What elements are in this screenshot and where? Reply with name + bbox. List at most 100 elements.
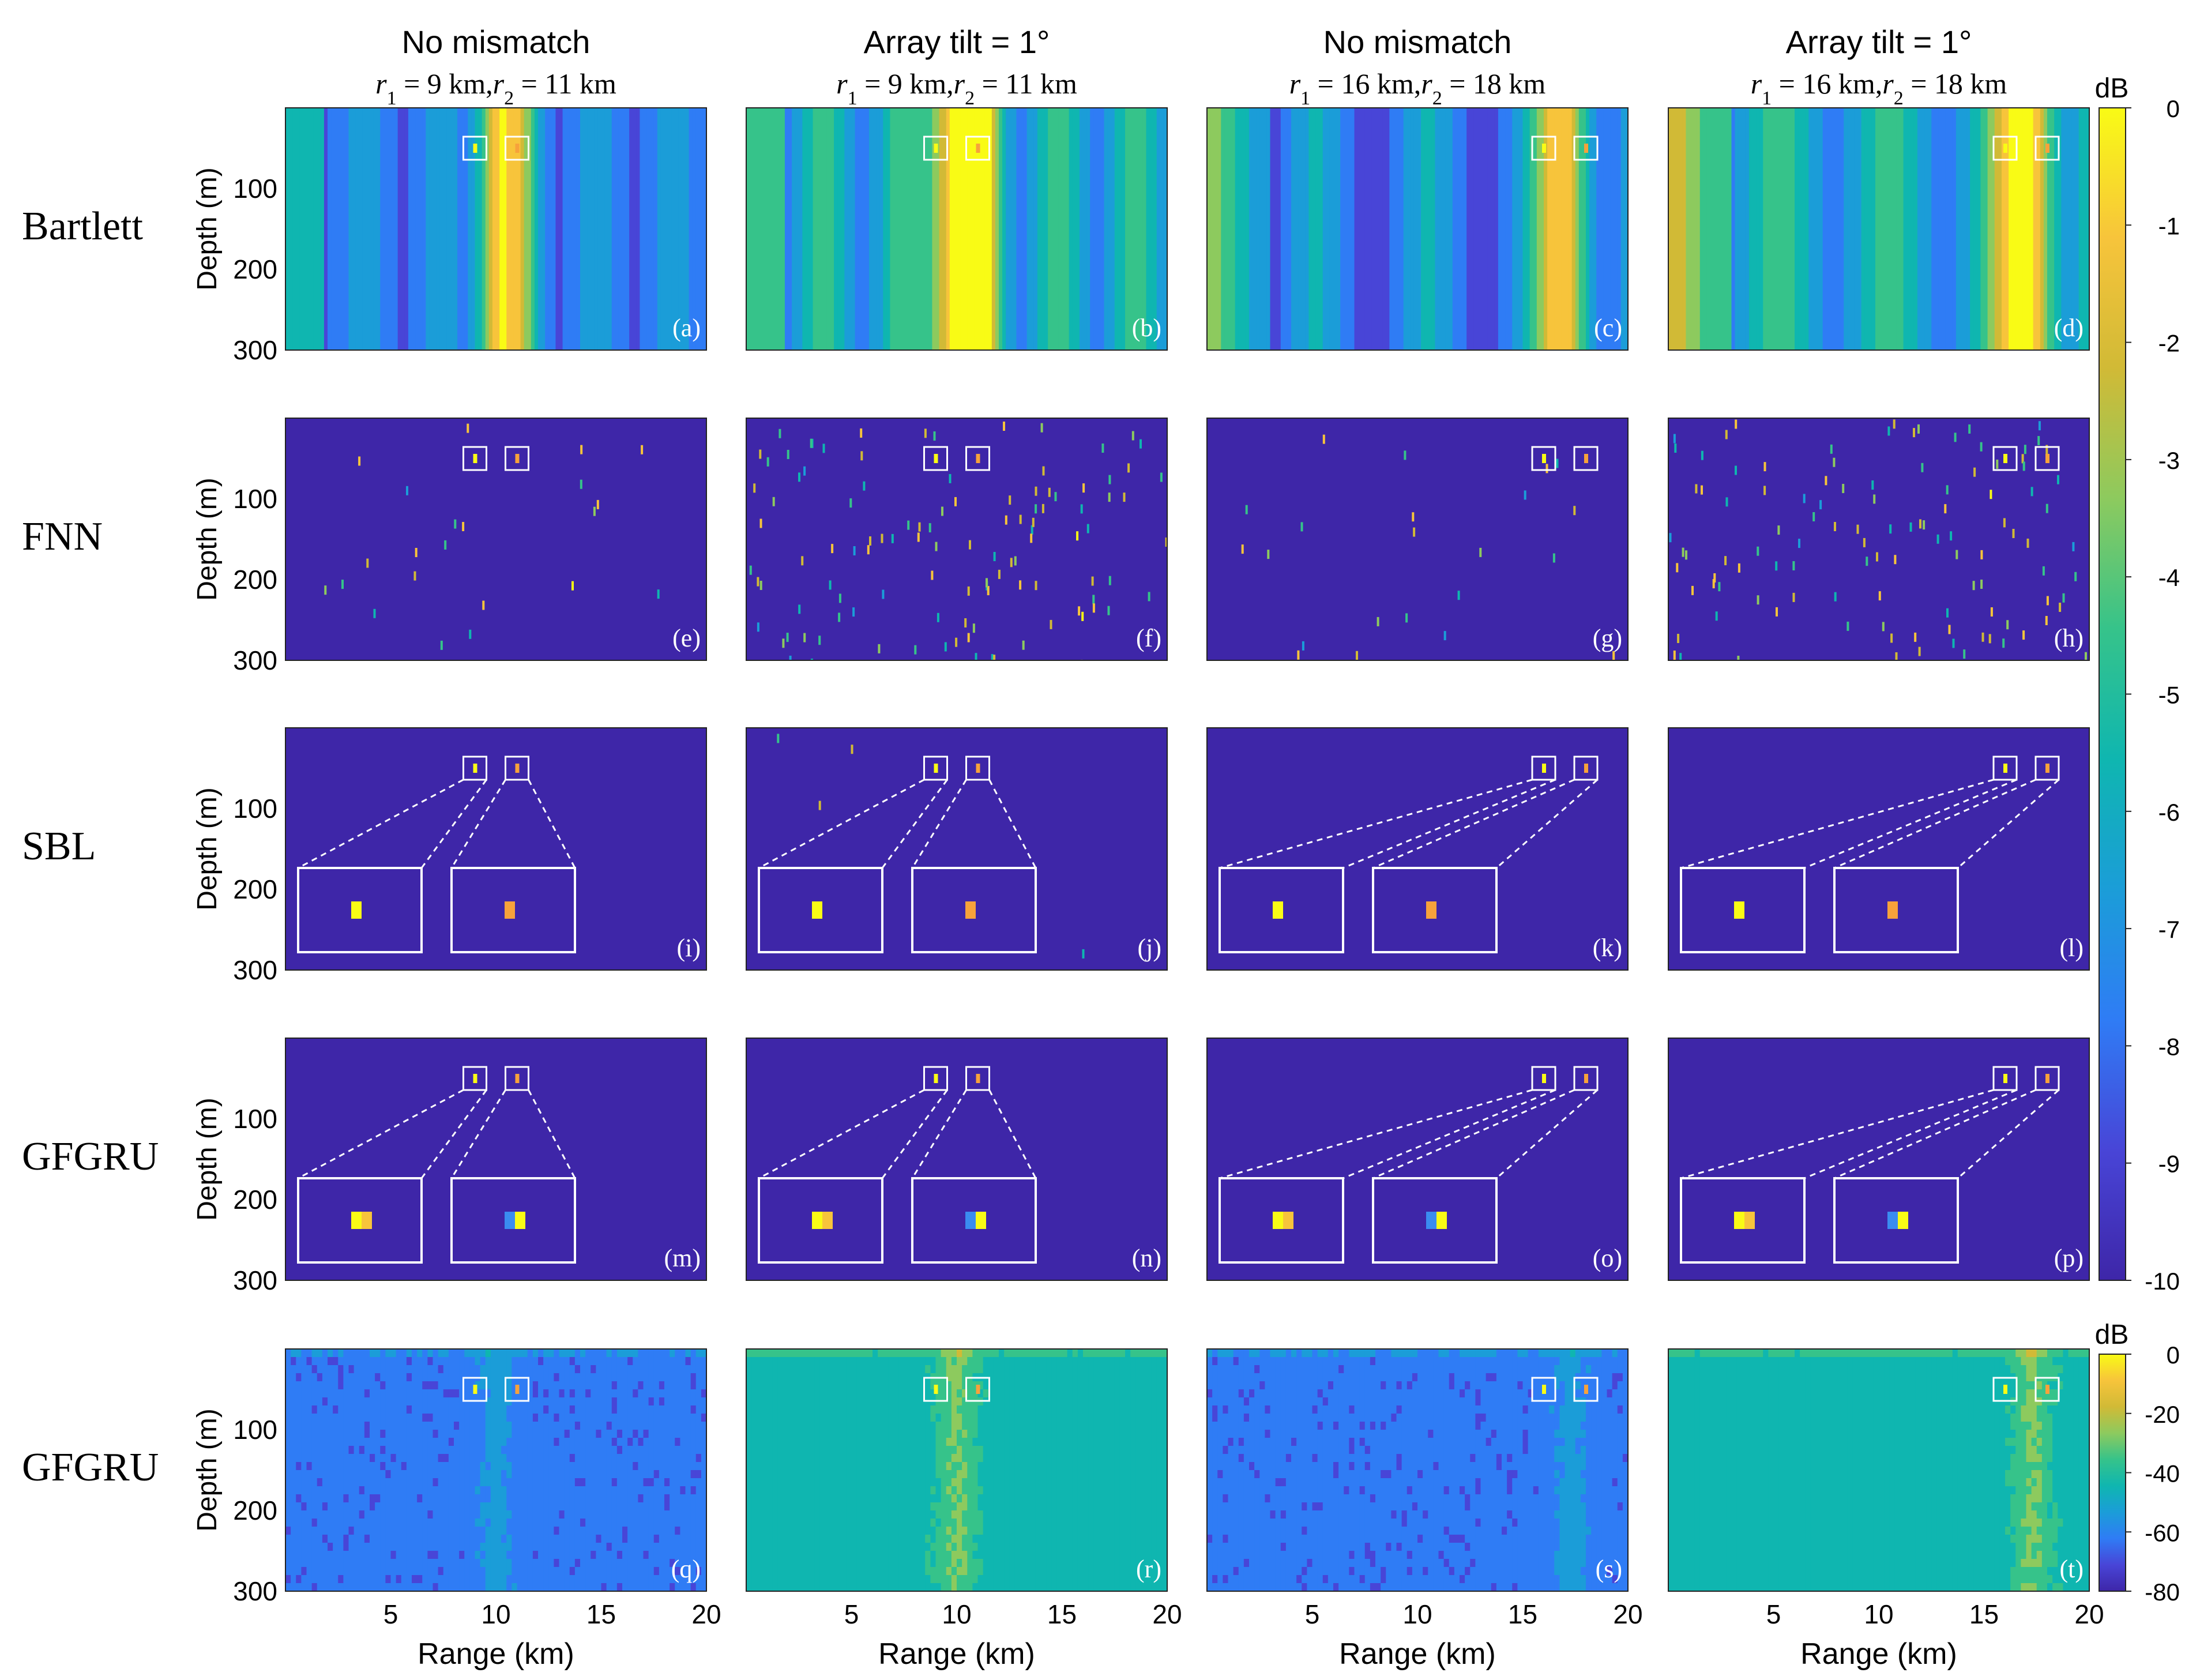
heatmap-cell (643, 1357, 649, 1366)
heatmap-cell (527, 1462, 533, 1471)
source-peak (1584, 764, 1588, 773)
heatmap-cell (348, 1389, 355, 1398)
heatmap-cell (606, 1470, 612, 1479)
heatmap-cell (1361, 108, 1366, 350)
heatmap-cell (438, 1381, 444, 1390)
heatmap-cell (1014, 1470, 1021, 1479)
heatmap-cell (1093, 1478, 1099, 1487)
heatmap-cell (701, 1543, 706, 1551)
heatmap-cell (799, 1357, 804, 1366)
heatmap-cell (328, 1414, 333, 1422)
heatmap-cell (862, 1462, 868, 1471)
heatmap-cell (454, 1373, 460, 1382)
heatmap-cell (1879, 108, 1883, 350)
heatmap-cell (322, 1381, 328, 1390)
heatmap-cell (601, 1357, 607, 1366)
heatmap-cell (301, 1494, 307, 1503)
heatmap-cell (627, 1543, 633, 1551)
source-marker-box (965, 756, 990, 781)
heatmap-cell (1125, 1397, 1131, 1406)
heatmap-cell (2059, 603, 2062, 612)
heatmap-cell (422, 1527, 428, 1535)
zoom-peak (812, 1212, 822, 1229)
heatmap-cell (1020, 1357, 1026, 1366)
heatmap-cell (804, 1462, 810, 1471)
heatmap-cell (616, 1349, 623, 1358)
heatmap-cell (422, 1405, 428, 1414)
heatmap-cell (951, 1389, 957, 1398)
heatmap-cell (512, 1575, 518, 1584)
heatmap-cell (482, 600, 485, 610)
heatmap-cell (559, 1405, 565, 1414)
heatmap-cell (606, 1502, 612, 1511)
y-tick-label: 200 (233, 1185, 277, 1215)
heatmap-cell (648, 1519, 655, 1527)
heatmap-cell (1026, 108, 1031, 350)
heatmap-cell (846, 1357, 852, 1366)
heatmap-cell (951, 1422, 957, 1430)
heatmap-cell (438, 1551, 444, 1559)
heatmap-cell (814, 1470, 821, 1479)
heatmap-cell (517, 1519, 523, 1527)
heatmap-cell (1025, 1502, 1031, 1511)
heatmap-cell (830, 1454, 836, 1463)
heatmap-cell (554, 1510, 560, 1519)
heatmap-cell (370, 1446, 375, 1455)
heatmap-cell (1677, 634, 1680, 643)
heatmap-cell (925, 1502, 931, 1511)
heatmap-cell (2022, 108, 2027, 350)
heatmap-cell (591, 1543, 596, 1551)
heatmap-cell (993, 1438, 999, 1446)
heatmap-cell (427, 1567, 434, 1576)
heatmap-cell (417, 1494, 423, 1503)
heatmap-cell (585, 1381, 591, 1390)
heatmap-cell (1083, 1486, 1089, 1495)
heatmap-cell (348, 1470, 355, 1479)
heatmap-cell (1410, 108, 1415, 350)
y-tick-label: 300 (233, 1265, 277, 1295)
heatmap-cell (359, 1438, 365, 1446)
heatmap-cell (814, 1381, 821, 1390)
heatmap-cell (328, 1551, 333, 1559)
heatmap-cell (851, 1438, 858, 1446)
heatmap-cell (1151, 1438, 1157, 1446)
heatmap-cell (559, 1446, 565, 1455)
heatmap-cell (454, 1414, 460, 1422)
heatmap-cell (793, 1373, 799, 1382)
heatmap-cell (819, 1454, 826, 1463)
heatmap-cell (1125, 1438, 1131, 1446)
heatmap-cell (633, 1543, 638, 1551)
heatmap-cell (1130, 1357, 1136, 1366)
heatmap-cell (596, 1575, 602, 1584)
heatmap-cell (1080, 659, 1083, 660)
heatmap-cell (1009, 1349, 1015, 1358)
heatmap-cell (1093, 1502, 1099, 1511)
heatmap-cell (517, 1478, 523, 1487)
heatmap-cell (1051, 1446, 1057, 1455)
heatmap-cell (1101, 444, 1104, 453)
heatmap-cell (506, 1470, 512, 1479)
heatmap-cell (296, 1446, 302, 1455)
heatmap-cell (296, 1575, 302, 1584)
heatmap-cell (1022, 640, 1025, 650)
heatmap-cell (1004, 1486, 1010, 1495)
heatmap-cell (1952, 108, 1957, 350)
heatmap-cell (427, 1551, 434, 1559)
panel-label: (m) (664, 1244, 701, 1272)
heatmap-cell (983, 1349, 989, 1358)
heatmap-cell (638, 1349, 644, 1358)
heatmap-cell (675, 1527, 680, 1535)
heatmap-cell (454, 1527, 460, 1535)
heatmap-cell (311, 1551, 318, 1559)
heatmap-cell (1703, 108, 1708, 350)
heatmap-cell (506, 108, 510, 350)
heatmap-cell (685, 1405, 691, 1414)
heatmap-cell (1083, 1414, 1089, 1422)
heatmap-cell (1610, 108, 1615, 350)
heatmap-cell (830, 1365, 836, 1374)
heatmap-cell (522, 1389, 528, 1398)
heatmap-cell (751, 1389, 757, 1398)
heatmap-cell (574, 1381, 581, 1390)
heatmap-cell (532, 1575, 539, 1584)
heatmap-cell (1382, 108, 1386, 350)
